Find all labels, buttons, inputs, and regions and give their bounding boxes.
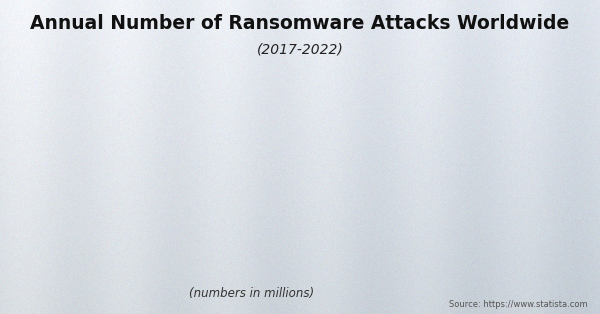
Text: 493.33: 493.33 — [519, 103, 557, 113]
Text: 183.6: 183.6 — [58, 181, 89, 191]
Bar — [50, 192, 98, 239]
Text: 206.4: 206.4 — [151, 175, 182, 185]
Bar — [235, 192, 284, 239]
Bar — [328, 162, 377, 239]
Text: (numbers in millions): (numbers in millions) — [190, 287, 314, 300]
Text: Source: https://www.statista.com: Source: https://www.statista.com — [449, 300, 588, 309]
Bar — [143, 187, 191, 239]
Bar — [421, 82, 469, 239]
Bar — [514, 115, 562, 239]
Text: Annual Number of Ransomware Attacks Worldwide: Annual Number of Ransomware Attacks Worl… — [31, 14, 569, 33]
Text: 187.91: 187.91 — [240, 180, 279, 190]
Text: (2017-2022): (2017-2022) — [257, 42, 343, 57]
Text: 623.25: 623.25 — [426, 70, 465, 80]
Text: 304.64: 304.64 — [333, 150, 372, 160]
